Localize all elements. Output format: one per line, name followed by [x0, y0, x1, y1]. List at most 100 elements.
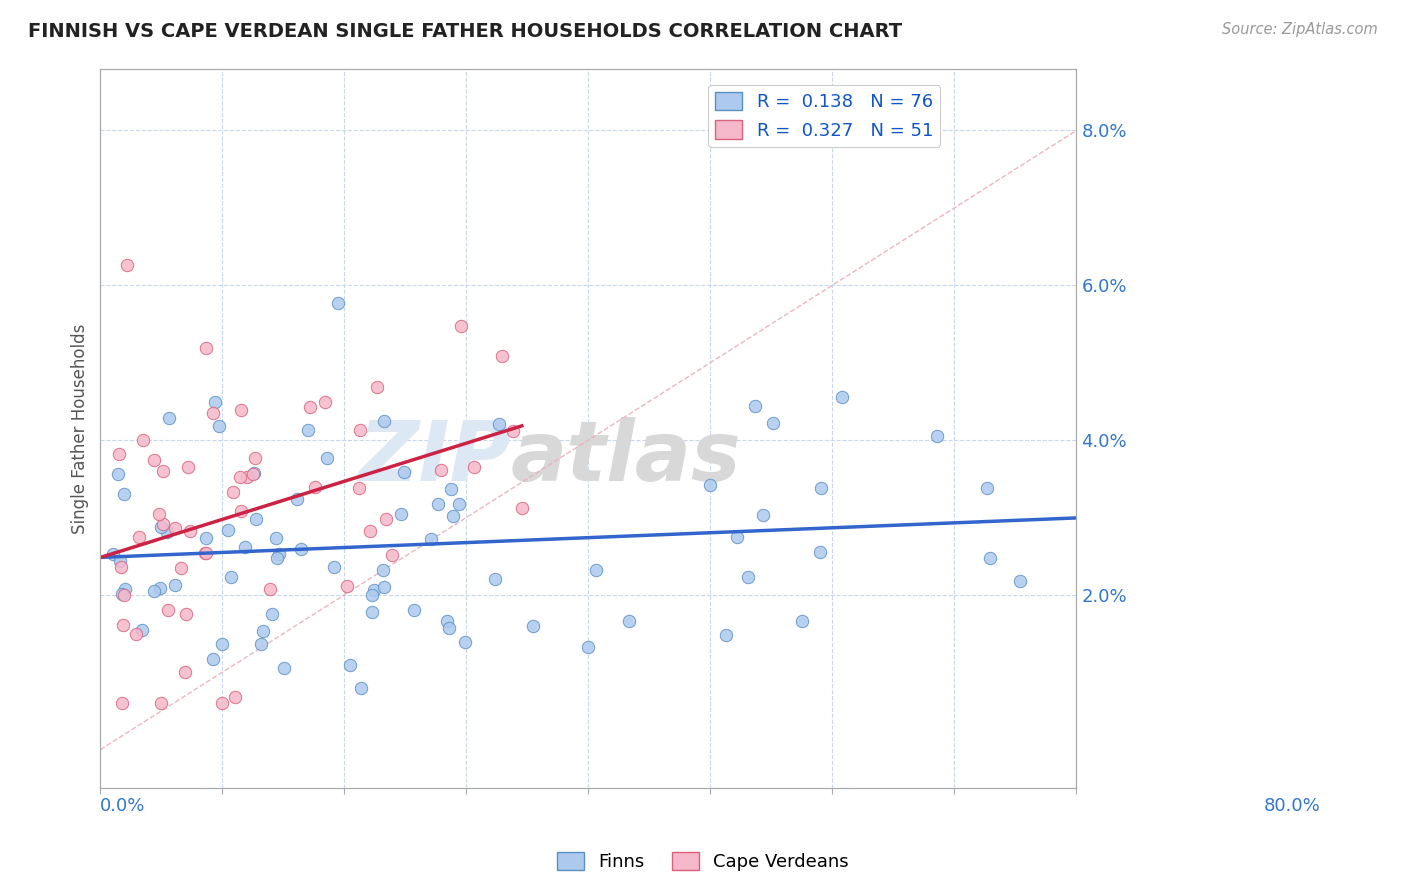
Point	[245, 451, 267, 466]
Point	[752, 508, 775, 522]
Point	[242, 467, 264, 482]
Point	[219, 570, 242, 584]
Point	[108, 554, 131, 568]
Text: 0.0%: 0.0%	[100, 797, 146, 815]
Point	[979, 551, 1001, 566]
Text: 80.0%: 80.0%	[1264, 797, 1320, 815]
Point	[450, 319, 472, 334]
Point	[165, 577, 187, 591]
Point	[150, 520, 173, 534]
Point	[211, 696, 233, 710]
Point	[170, 560, 193, 574]
Point	[1008, 574, 1031, 589]
Point	[194, 546, 217, 560]
Point	[716, 628, 738, 642]
Point	[142, 583, 165, 598]
Point	[245, 512, 267, 526]
Point	[463, 459, 485, 474]
Point	[699, 478, 721, 492]
Point	[201, 652, 224, 666]
Point	[336, 579, 359, 593]
Point	[361, 605, 384, 619]
Point	[131, 434, 153, 448]
Point	[366, 380, 388, 394]
Point	[762, 416, 785, 430]
Point	[389, 507, 412, 521]
Point	[420, 532, 443, 546]
Point	[224, 690, 246, 704]
Point	[149, 696, 172, 710]
Point	[222, 485, 245, 500]
Point	[194, 531, 217, 545]
Point	[737, 569, 759, 583]
Point	[373, 415, 395, 429]
Point	[437, 621, 460, 635]
Point	[440, 482, 463, 496]
Point	[112, 618, 135, 632]
Point	[522, 619, 544, 633]
Point	[976, 482, 998, 496]
Point	[112, 487, 135, 501]
Point	[322, 560, 344, 574]
Point	[285, 491, 308, 506]
Point	[243, 466, 266, 480]
Text: atlas: atlas	[510, 417, 741, 498]
Point	[112, 587, 135, 601]
Point	[128, 530, 150, 544]
Point	[269, 547, 291, 561]
Point	[111, 696, 134, 710]
Point	[273, 661, 295, 675]
Point	[149, 581, 172, 595]
Y-axis label: Single Father Households: Single Father Households	[72, 323, 89, 533]
Point	[157, 411, 180, 425]
Point	[373, 580, 395, 594]
Point	[157, 603, 180, 617]
Point	[491, 349, 513, 363]
Point	[262, 607, 284, 621]
Point	[453, 634, 475, 648]
Point	[125, 626, 148, 640]
Point	[441, 509, 464, 524]
Point	[339, 658, 361, 673]
Point	[360, 588, 382, 602]
Point	[810, 481, 832, 495]
Point	[381, 548, 404, 562]
Point	[316, 450, 339, 465]
Point	[229, 470, 252, 484]
Point	[297, 423, 319, 437]
Point	[304, 480, 326, 494]
Point	[177, 459, 200, 474]
Point	[585, 563, 607, 577]
Point	[314, 394, 336, 409]
Point	[236, 469, 259, 483]
Point	[211, 637, 233, 651]
Text: ZIP: ZIP	[357, 417, 510, 498]
Point	[404, 603, 426, 617]
Point	[429, 463, 451, 477]
Point	[250, 637, 273, 651]
Point	[426, 498, 449, 512]
Point	[375, 511, 398, 525]
Point	[484, 572, 506, 586]
Point	[350, 681, 373, 695]
Point	[349, 423, 371, 437]
Point	[266, 531, 288, 545]
Point	[179, 524, 201, 539]
Legend: R =  0.138   N = 76, R =  0.327   N = 51: R = 0.138 N = 76, R = 0.327 N = 51	[709, 85, 941, 147]
Text: Source: ZipAtlas.com: Source: ZipAtlas.com	[1222, 22, 1378, 37]
Point	[510, 501, 533, 516]
Point	[173, 665, 195, 679]
Point	[156, 524, 179, 539]
Point	[107, 467, 129, 481]
Point	[925, 428, 948, 442]
Point	[107, 447, 129, 461]
Point	[290, 541, 312, 556]
Point	[394, 465, 416, 479]
Point	[790, 615, 813, 629]
Point	[114, 582, 136, 596]
Point	[194, 546, 217, 560]
Point	[808, 545, 831, 559]
Point	[152, 516, 174, 531]
Legend: Finns, Cape Verdeans: Finns, Cape Verdeans	[550, 845, 856, 879]
Point	[229, 504, 252, 518]
